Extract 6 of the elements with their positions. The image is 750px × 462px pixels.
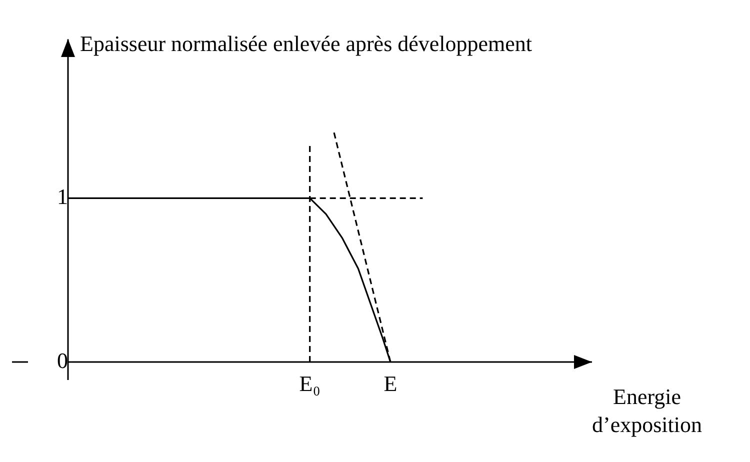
x-tick-label: E (384, 370, 398, 396)
x-axis-title: Energie d’exposition (592, 384, 702, 437)
x-tick-label: E₀ (299, 370, 320, 396)
y-tick-label: 1 (57, 184, 68, 209)
y-tick-label: 0 (57, 348, 68, 373)
y-axis-title: Epaisseur normalisée enlevée après développement (80, 30, 532, 56)
